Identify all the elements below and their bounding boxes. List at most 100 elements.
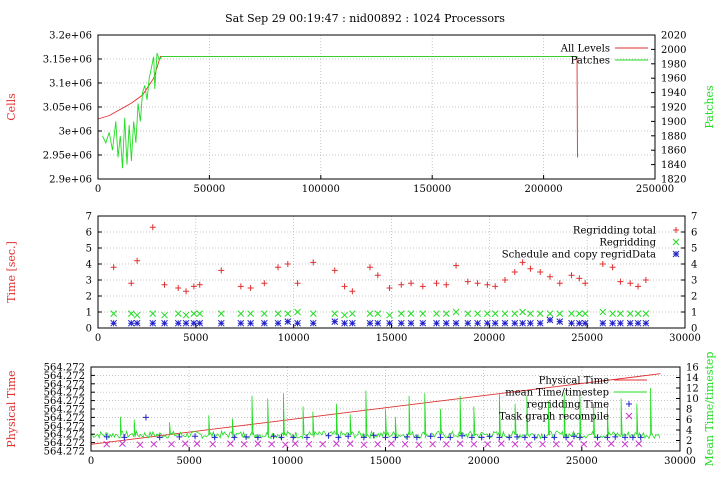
series-regridding-total-point <box>556 280 563 287</box>
x-tick-label: 20000 <box>473 333 505 344</box>
series-regridding-time-point <box>622 434 629 441</box>
y-tick-label: 1 <box>86 308 92 319</box>
series-regridding-time-point <box>427 433 434 440</box>
series-regridding-total-point <box>617 278 624 285</box>
series-schedule-and-copy-regriddata-point <box>617 319 624 327</box>
series-regridding-total-point <box>609 264 616 271</box>
series-task-graph-recompile-point <box>511 440 519 448</box>
legend-label: mean Time/timestep <box>505 388 609 399</box>
y2-tick-label: 8 <box>686 405 692 416</box>
series-schedule-and-copy-regriddata-point <box>433 319 440 327</box>
series-regridding-point <box>294 308 301 316</box>
y2-tick-label: 7 <box>691 212 697 223</box>
series-schedule-and-copy-regriddata-point <box>182 319 190 327</box>
y-tick-label: 564.272 <box>44 388 85 399</box>
series-regridding-time-point <box>459 432 466 439</box>
series-regridding-time-point <box>325 432 332 439</box>
y2-tick-label: 2 <box>691 292 697 303</box>
series-schedule-and-copy-regriddata-point <box>519 319 526 327</box>
series-regridding-total-point <box>599 261 606 267</box>
series-regridding-total-point <box>492 283 499 290</box>
series-regridding-total-point <box>501 277 508 283</box>
y-tick-label: 4 <box>86 260 92 271</box>
series-task-graph-recompile-point <box>181 440 189 448</box>
series-task-graph-recompile-point <box>305 440 313 448</box>
series-regridding-time-point <box>360 434 367 441</box>
series-regridding-total-point <box>275 264 282 271</box>
y-tick-label: 2.9e+06 <box>49 175 92 186</box>
y-tick-label: 564.272 <box>44 430 85 441</box>
series-regridding-point <box>174 310 182 317</box>
series-regridding-total-point <box>149 224 156 231</box>
y2-tick-label: 10 <box>686 394 699 405</box>
series-regridding-total-point <box>366 264 373 271</box>
legend-entry: Regridding <box>599 238 680 249</box>
series-regridding-point <box>284 310 292 317</box>
series-regridding-point <box>501 310 509 317</box>
y2-tick-label: 1940 <box>661 88 686 99</box>
series-schedule-and-copy-regriddata-point <box>341 319 348 327</box>
series-regridding-point <box>634 310 642 317</box>
y2-tick-label: 4 <box>686 426 692 437</box>
legend-entry: mean Time/timestep <box>505 388 647 399</box>
series-schedule-and-copy-regriddata-point <box>536 319 544 327</box>
series-regridding-point <box>247 310 254 317</box>
series-regridding-total-point <box>331 267 338 274</box>
series-schedule-and-copy-regriddata-point <box>556 318 564 325</box>
series-regridding-point <box>331 310 339 317</box>
series-regridding-total-point <box>484 281 491 288</box>
series-regridding-point <box>442 310 450 317</box>
series-task-graph-recompile-point <box>443 440 450 448</box>
series-regridding-point <box>642 310 650 317</box>
series-regridding-point <box>556 310 564 317</box>
y-tick-label: 5 <box>86 244 92 255</box>
y-axis-label-right: Mean Time/timestep <box>703 352 716 467</box>
series-regridding-time-point <box>447 434 454 441</box>
y-tick-label: 3.1e+06 <box>49 79 92 90</box>
series-schedule-and-copy-regriddata-point <box>274 319 282 327</box>
x-tick-label: 30000 <box>669 333 701 344</box>
series-all-levels-line <box>97 56 578 158</box>
y2-tick-label: 0 <box>686 447 692 458</box>
x-tick-label: 30000 <box>664 456 696 467</box>
series-regridding-point <box>349 310 356 317</box>
series-regridding-total-point <box>284 261 291 267</box>
series-regridding-point <box>161 311 168 319</box>
y-tick-label: 564.272 <box>44 405 85 416</box>
series-regridding-time-point <box>496 434 503 441</box>
series-regridding-total-point <box>196 281 203 288</box>
series-regridding-time-point <box>303 434 310 441</box>
series-schedule-and-copy-regriddata-point <box>419 319 427 327</box>
series-regridding-point <box>609 310 616 317</box>
series-task-graph-recompile-point <box>360 441 368 449</box>
series-task-graph-recompile-point <box>401 440 409 448</box>
series-task-graph-recompile-point <box>240 440 248 448</box>
series-regridding-total-point <box>519 259 526 266</box>
series-regridding-total-point <box>310 259 317 266</box>
series-regridding-time-point <box>468 434 475 441</box>
y-tick-label: 564.272 <box>44 413 85 424</box>
y2-tick-label: 1980 <box>661 59 686 70</box>
x-tick-label: 200000 <box>525 184 563 195</box>
series-task-graph-recompile-point <box>539 440 546 448</box>
legend-label: Regridding total <box>573 226 656 237</box>
y2-tick-label: 1820 <box>661 175 686 186</box>
legend-label: Regridding <box>599 238 656 249</box>
y2-tick-label: 5 <box>691 244 697 255</box>
y2-tick-label: 4 <box>691 260 697 271</box>
series-regridding-point <box>217 310 225 317</box>
y2-tick-label: 1860 <box>661 146 686 157</box>
y2-tick-label: 6 <box>691 228 697 239</box>
y-tick-label: 564.272 <box>44 421 85 432</box>
series-regridding-point <box>110 310 118 317</box>
series-regridding-point <box>397 310 405 317</box>
series-regridding-total-point <box>134 257 141 264</box>
x-tick-label: 20000 <box>468 456 500 467</box>
x-tick-label: 150000 <box>413 184 451 195</box>
y2-tick-label: 1960 <box>661 74 686 85</box>
series-schedule-and-copy-regriddata-point <box>511 319 519 327</box>
series-regridding-point <box>581 310 589 317</box>
series-regridding-time-point <box>413 434 420 441</box>
series-schedule-and-copy-regriddata-point <box>642 319 650 327</box>
series-regridding-point <box>341 311 348 319</box>
